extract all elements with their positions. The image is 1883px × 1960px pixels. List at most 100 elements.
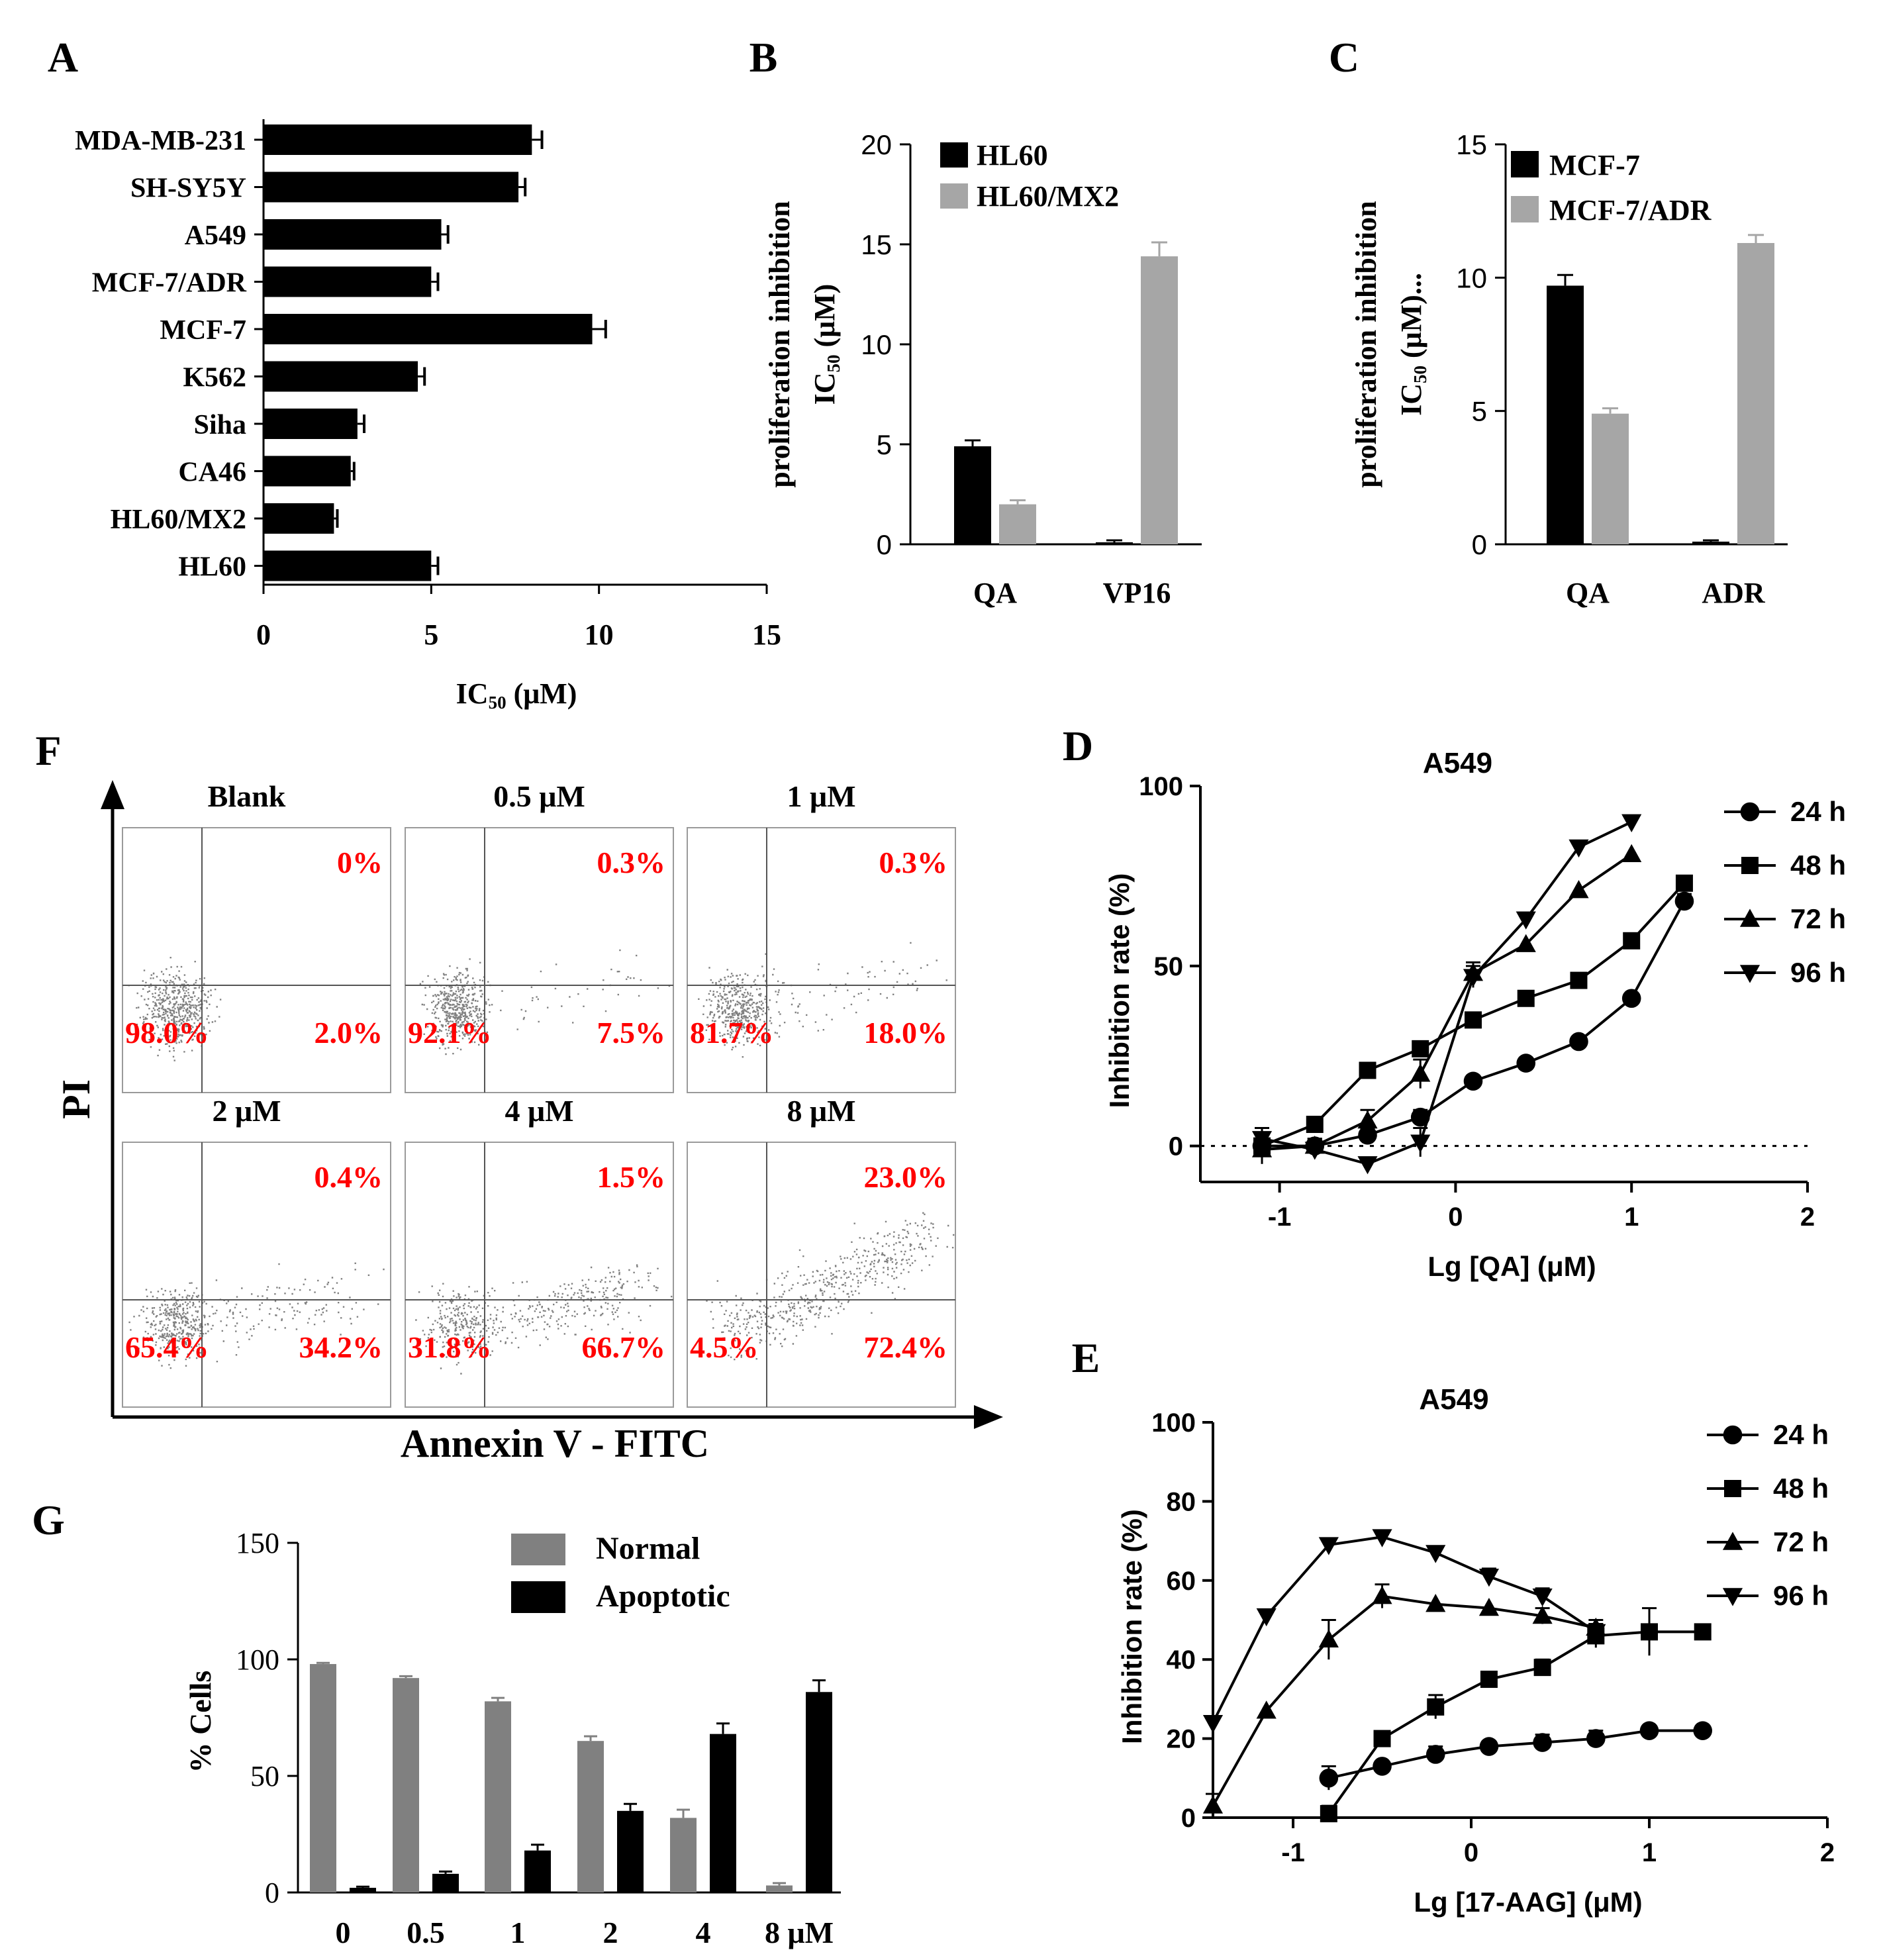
d-x-axis-title: Lg [QA] (μM) bbox=[1427, 1251, 1596, 1282]
c-legend-label: MCF-7 bbox=[1549, 149, 1640, 181]
e-series-line bbox=[1212, 1594, 1596, 1807]
e-y-tick-label: 20 bbox=[1167, 1725, 1196, 1754]
e-y-tick-label: 0 bbox=[1181, 1804, 1196, 1833]
g-bar bbox=[766, 1885, 793, 1892]
a-category-label: MCF-7 bbox=[160, 315, 246, 346]
panel-label-c: C bbox=[1329, 34, 1359, 81]
f-lower-left-percent: 4.5% bbox=[690, 1330, 759, 1364]
f-lower-left-percent: 65.4% bbox=[125, 1330, 209, 1364]
g-bar bbox=[485, 1701, 511, 1892]
f-upper-right-percent: 0.4% bbox=[314, 1160, 383, 1194]
f-event-dots bbox=[698, 942, 947, 1058]
e-data-point bbox=[1256, 1700, 1277, 1719]
c-y-axis-title-line1: proliferation inhibition bbox=[1350, 201, 1382, 487]
f-lower-right-percent: 34.2% bbox=[299, 1330, 383, 1364]
g-error-bar bbox=[491, 1696, 505, 1702]
c-y-tick-label: 0 bbox=[1472, 529, 1487, 560]
e-y-tick-label: 60 bbox=[1167, 1567, 1196, 1596]
e-data-point bbox=[1320, 1805, 1337, 1823]
e-x-axis-title: Lg [17-AAG] (μM) bbox=[1414, 1886, 1642, 1918]
e-data-point bbox=[1532, 1605, 1553, 1624]
b-category-label: QA bbox=[973, 577, 1017, 609]
a-error-bar bbox=[441, 225, 450, 244]
f-x-axis-label: Annexin V - FITC bbox=[401, 1422, 709, 1465]
f-plot-frame bbox=[405, 827, 674, 1093]
b-y-tick-label: 0 bbox=[877, 529, 892, 560]
b-bar bbox=[1141, 256, 1178, 544]
panel-g: 0 50 100 150 0 0.5 1 2 4 8 μM G % Cells Normal Apopto… bbox=[32, 1496, 841, 1949]
d-legend-marker bbox=[1739, 908, 1761, 927]
d-data-point bbox=[1357, 1156, 1378, 1175]
c-bar bbox=[1737, 242, 1774, 544]
f-lower-left-percent: 81.7% bbox=[690, 1016, 774, 1050]
d-y-tick-label: 100 bbox=[1139, 772, 1183, 801]
g-legend-label: Normal bbox=[596, 1531, 700, 1566]
g-bar bbox=[617, 1810, 644, 1892]
g-bar bbox=[670, 1818, 697, 1892]
c-error-bar bbox=[1703, 539, 1719, 542]
panel-c: 0 5 10 15 QA ADR C MCF-7 MCF-7/ADR proliferation … bbox=[1329, 34, 1788, 609]
a-category-label: CA46 bbox=[178, 458, 246, 488]
f-lower-right-percent: 66.7% bbox=[582, 1330, 666, 1364]
d-series-line bbox=[1261, 820, 1633, 1165]
panel-label-a: A bbox=[48, 34, 78, 81]
c-y-axis-title-line2-unit: (μM)... bbox=[1395, 273, 1427, 366]
e-data-point bbox=[1425, 1745, 1445, 1764]
panel-b: 0 5 10 15 20 QA VP16 B HL60 HL60/MX2 proliferation… bbox=[749, 34, 1202, 609]
g-category-label: 0 bbox=[336, 1916, 351, 1949]
a-category-label: HL60/MX2 bbox=[111, 505, 246, 535]
a-x-axis-title-unit: (μM) bbox=[507, 677, 577, 710]
e-chart-title: A549 bbox=[1419, 1383, 1488, 1416]
d-y-tick-label: 50 bbox=[1154, 952, 1184, 981]
e-data-point bbox=[1532, 1588, 1553, 1607]
f-plot-frame bbox=[687, 1142, 956, 1408]
d-data-point bbox=[1516, 934, 1536, 952]
d-x-tick-label: -1 bbox=[1268, 1202, 1292, 1232]
a-category-label: K562 bbox=[183, 363, 246, 393]
panel-label-g: G bbox=[32, 1496, 65, 1544]
e-data-point bbox=[1318, 1537, 1339, 1555]
g-error-bar bbox=[677, 1808, 690, 1818]
g-bar bbox=[806, 1692, 832, 1892]
g-category-label: 2 bbox=[603, 1916, 618, 1949]
a-bar bbox=[264, 266, 432, 297]
g-error-bar bbox=[531, 1843, 544, 1851]
b-error-bar bbox=[1106, 539, 1122, 542]
e-y-tick-label: 100 bbox=[1151, 1408, 1196, 1438]
f-plot-title: 4 μM bbox=[505, 1094, 574, 1128]
c-bar bbox=[1692, 541, 1729, 544]
g-legend-label: Apoptotic bbox=[596, 1579, 730, 1614]
e-x-tick-label: -1 bbox=[1281, 1838, 1305, 1867]
d-data-point bbox=[1569, 880, 1589, 899]
e-data-point bbox=[1693, 1721, 1713, 1740]
g-category-label: 8 μM bbox=[765, 1916, 834, 1949]
panel-f: F PI Annexin V - FITC Blank 0% 98.0% 2.0% 0.5 μ… bbox=[35, 727, 1003, 1465]
c-legend-swatch bbox=[1511, 151, 1539, 177]
a-category-label: A549 bbox=[185, 220, 246, 251]
f-plot-frame bbox=[122, 1142, 391, 1408]
e-data-point bbox=[1373, 1730, 1391, 1747]
c-bar bbox=[1547, 285, 1584, 544]
e-data-point bbox=[1425, 1594, 1446, 1612]
g-legend-swatch bbox=[511, 1581, 565, 1613]
g-y-tick-label: 100 bbox=[236, 1643, 279, 1676]
b-error-bar bbox=[1151, 241, 1167, 257]
g-bar bbox=[310, 1664, 336, 1892]
f-event-dots bbox=[128, 957, 222, 1061]
e-data-point bbox=[1256, 1608, 1277, 1627]
b-y-axis-title-line2-unit: (μM) bbox=[808, 284, 841, 355]
g-y-tick-label: 150 bbox=[236, 1527, 279, 1559]
a-bar bbox=[264, 456, 351, 487]
d-data-point bbox=[1251, 1131, 1273, 1150]
d-legend-marker bbox=[1740, 802, 1760, 822]
d-data-point bbox=[1570, 971, 1588, 989]
e-data-point bbox=[1372, 1586, 1392, 1604]
b-error-bar bbox=[965, 439, 981, 447]
e-legend-marker bbox=[1723, 1425, 1743, 1445]
f-scatter-plot: 1 μM 0.3% 81.7% 18.0% bbox=[687, 779, 956, 1093]
e-legend-marker bbox=[1722, 1532, 1743, 1550]
b-y-tick-label: 10 bbox=[861, 329, 892, 360]
a-category-label: SH-SY5Y bbox=[130, 173, 246, 204]
b-y-tick-label: 20 bbox=[861, 129, 892, 160]
